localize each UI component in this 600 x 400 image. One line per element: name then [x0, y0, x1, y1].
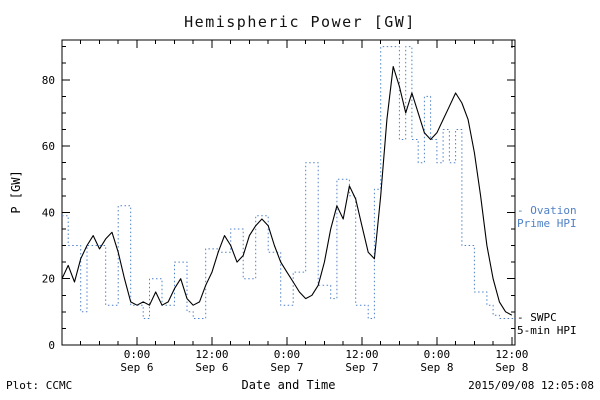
legend-swpc: - SWPC 5-min HPI — [517, 311, 577, 337]
svg-text:12:00: 12:00 — [195, 348, 228, 361]
svg-text:12:00: 12:00 — [495, 348, 528, 361]
svg-text:Sep 7: Sep 7 — [345, 361, 378, 374]
plot-source-label: Plot: CCMC — [6, 379, 73, 392]
legend-ovation-line1: - Ovation — [517, 204, 577, 217]
svg-text:Sep 6: Sep 6 — [195, 361, 228, 374]
svg-text:0:00: 0:00 — [124, 348, 151, 361]
svg-text:Sep 7: Sep 7 — [270, 361, 303, 374]
svg-text:0:00: 0:00 — [424, 348, 451, 361]
svg-text:Sep 6: Sep 6 — [120, 361, 153, 374]
plot-timestamp: 2015/09/08 12:05:08 — [468, 379, 594, 392]
legend-swpc-line2: 5-min HPI — [517, 324, 577, 337]
chart-title: Hemispheric Power [GW] — [184, 13, 416, 31]
svg-text:0:00: 0:00 — [274, 348, 301, 361]
svg-text:60: 60 — [42, 140, 55, 153]
svg-text:80: 80 — [42, 74, 55, 87]
x-axis-label: Date and Time — [241, 378, 336, 392]
legend-ovation: - Ovation Prime HPI — [517, 204, 577, 230]
legend-swpc-line1: - SWPC — [517, 311, 557, 324]
svg-text:20: 20 — [42, 273, 55, 286]
svg-text:0: 0 — [48, 339, 55, 352]
legend-ovation-line2: Prime HPI — [517, 217, 577, 230]
svg-text:40: 40 — [42, 206, 55, 219]
svg-text:Sep 8: Sep 8 — [420, 361, 453, 374]
svg-text:Sep 8: Sep 8 — [495, 361, 528, 374]
svg-text:12:00: 12:00 — [345, 348, 378, 361]
y-axis-label: P [GW] — [9, 170, 23, 214]
